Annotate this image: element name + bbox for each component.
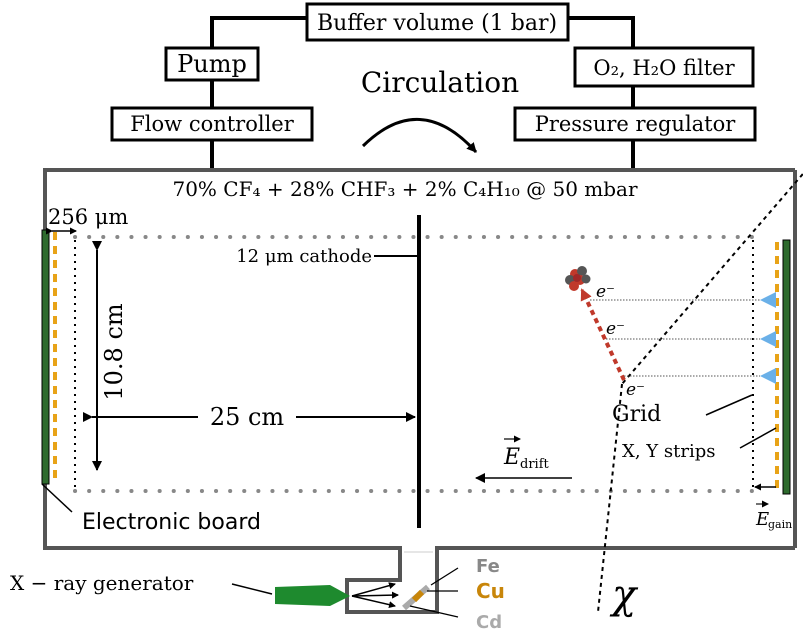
xray-generator (275, 585, 350, 606)
gas-mixture-label: 70% CF₄ + 28% CHF₃ + 2% C₄H₁₀ @ 50 mbar (172, 177, 637, 201)
pressure-regulator-label: Pressure regulator (535, 112, 737, 136)
e-gain-symbol: E (755, 509, 769, 530)
fe-leader (430, 567, 459, 586)
circulation-arrow (361, 117, 478, 154)
right-board (760, 239, 791, 495)
electronic-board-label: Electronic board (82, 510, 261, 535)
generator-leader (231, 583, 273, 595)
left-board-pcb (41, 229, 50, 485)
field-cage (73, 235, 762, 493)
electron-label-2: e⁻ (606, 319, 625, 339)
grid-arrow-3 (760, 368, 776, 384)
xray-port (275, 546, 439, 614)
particle-track (565, 172, 803, 613)
gap-label: 256 μm (48, 205, 128, 229)
e-drift-symbol: E (503, 445, 520, 470)
target-cd-label: Cd (476, 612, 502, 633)
recoil-arrow (580, 288, 626, 381)
flow-controller-box (110, 106, 314, 142)
pipe-pump-buffer (210, 16, 307, 48)
chi-label: χ (609, 572, 639, 618)
grid-arrow-2 (760, 331, 776, 347)
grid-leader (705, 394, 753, 416)
buffer-volume-label: Buffer volume (1 bar) (317, 11, 557, 36)
xray-generator-label: X − ray generator (10, 571, 194, 595)
buffer-volume-box (305, 2, 570, 42)
e-gain-subscript: gain (768, 518, 792, 531)
gas-circuit: Buffer volume (1 bar) Pump O₂, H₂O filte… (110, 2, 757, 170)
filter-label: O₂, H₂O filter (593, 56, 735, 80)
electron-label-3: e⁻ (626, 380, 645, 400)
cathode-label: 12 μm cathode (236, 246, 372, 267)
xray-beam-1 (351, 582, 396, 597)
pipe-buffer-filter (568, 16, 635, 48)
nucleus-icon (565, 266, 591, 291)
grid-arrow-1 (760, 292, 776, 308)
height-label: 10.8 cm (100, 303, 128, 401)
pump-box (164, 46, 260, 82)
port-housing (345, 546, 439, 614)
electron-drift-lines (590, 299, 760, 377)
flow-controller-label: Flow controller (130, 112, 294, 136)
xray-beam-3 (351, 595, 396, 609)
pressure-regulator-box (513, 106, 757, 142)
right-board-pcb (782, 239, 791, 495)
electron-label-1: e⁻ (596, 282, 615, 302)
grid-label: Grid (612, 402, 661, 427)
filter-box (573, 46, 755, 88)
e-drift-subscript: drift (520, 457, 550, 472)
strips-leader (739, 427, 777, 449)
strips-label: X, Y strips (622, 441, 715, 462)
pump-label: Pump (177, 50, 247, 78)
board-leader (41, 483, 73, 513)
target-fe-label: Fe (476, 556, 500, 577)
xray-beam-2 (351, 591, 399, 599)
left-board (41, 227, 77, 485)
circulation-label: Circulation (361, 66, 519, 99)
target-cu-label: Cu (476, 579, 505, 603)
chi-track-lower (597, 383, 623, 613)
target-cu (411, 589, 425, 603)
length-label: 25 cm (210, 403, 285, 431)
cd-leader (409, 605, 459, 618)
